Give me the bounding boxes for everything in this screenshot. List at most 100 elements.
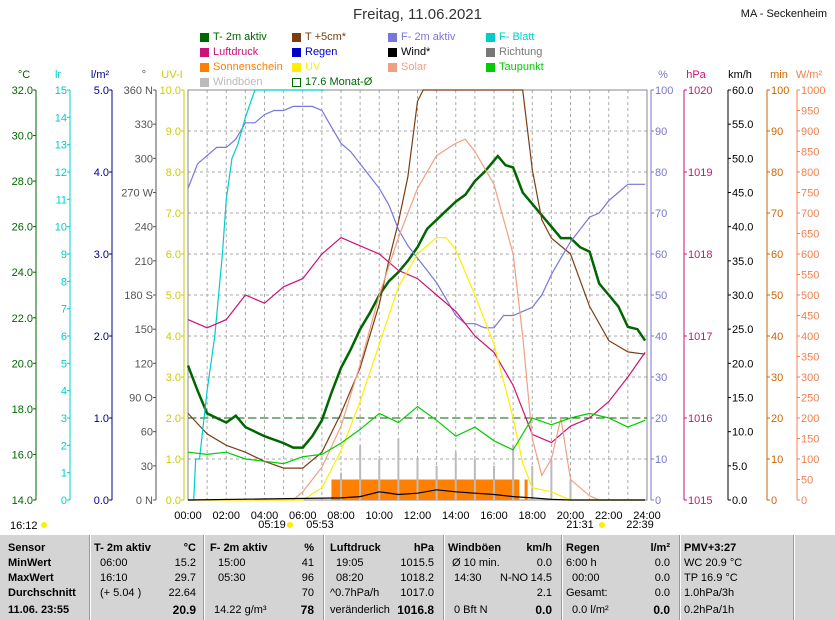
axis-tick-label: 60 [771,249,783,261]
axis-tick-label: 350 [801,352,819,364]
axis-tick-label: 10.0 [732,427,753,439]
sunshine-bar [381,479,384,500]
stats-gusts-current: 0.0 [535,603,552,617]
legend-swatch [486,48,495,57]
sunshine-bar [352,479,355,500]
sunshine-bar [409,479,413,500]
stats-rain-unit: l/m² [650,542,670,554]
stats-gusts-r2-val: 14.5 [530,572,552,584]
sunshine-bar [513,479,516,500]
axis-tick-label: 70 [771,208,783,220]
axis-tick-label: 20.0 [732,358,753,370]
stats-pmv-column: PMV+3:27 WC 20.9 °C TP 16.9 °C 1.0hPa/3h… [682,535,792,620]
legend-label: F- Blatt [499,31,535,43]
stats-max-label: MaxWert [8,572,54,584]
sunshine-bar [425,479,428,500]
axis-tick-label: 90 [771,126,783,138]
sunshine-bar [494,479,497,500]
axis-tick-label: 300 [135,153,153,165]
sunshine-bar [484,479,487,500]
stats-pmv-r2: TP 16.9 °C [684,572,738,584]
axis-unit-label: °C [18,69,30,81]
axis-tick-label: 900 [801,126,819,138]
legend-label: Solar [401,61,427,73]
stats-date: 11.06. 23:55 [8,604,70,616]
stats-f2m-abs: 14.22 g/m³ [214,604,267,616]
series-line-t-2m-aktiv [186,154,647,449]
axis-tick-label: 250 [801,393,819,405]
axis-tick-label: 700 [801,208,819,220]
axis-tick-label: 16.0 [12,449,33,461]
weather-chart: 00:00 02:00 04:00 06:00 08:00 10:00 12:00 14:00… [10,69,825,532]
sunshine-bar [476,479,480,500]
axis-tick-label: 3 [61,413,67,425]
legend-label: T- 2m aktiv [213,31,267,43]
axis-tick-label: 850 [801,147,819,159]
axis-tick-label: 150 [135,324,153,336]
legend-label: 17.6 Monat-Ø [305,76,373,88]
stats-gusts-r4-label: 0 Bft N [454,604,488,616]
sunshine-bar [386,479,390,500]
axis-tick-label: 450 [801,311,819,323]
sun-icon [599,522,605,528]
sunshine-bar [384,479,388,500]
axis-unit-label: hPa [686,69,706,81]
sun-icon [41,522,47,528]
axis-tick-label: 12 [55,167,67,179]
sunshine-bar [448,479,451,500]
axis-tick-label: 800 [801,167,819,179]
sunshine-bar [375,479,378,500]
stats-pmv-r4: 0.2hPa/1h [684,604,735,616]
stats-pressure-min-time: 19:05 [336,557,364,569]
stats-pressure-min-val: 1015.5 [400,557,434,569]
sunshine-bar [427,479,430,500]
axis-unit-label: UV-I [161,69,182,81]
axis-tick-label: 1020 [688,85,712,97]
axis-tick-label: 18.0 [12,404,33,416]
sunshine-bar [421,479,424,500]
axis-tick-label: 2 [61,440,67,452]
series-line-t-5cm- [187,89,646,469]
sunshine-bar [363,479,367,500]
axis-tick-label: 650 [801,229,819,241]
axis-tick-label: 20 [771,413,783,425]
axis-tick-label: 360 N [124,85,153,97]
legend-label: F- 2m aktiv [401,31,456,43]
axis-tick-label: 1.0 [166,454,181,466]
sunshine-bar [516,479,520,500]
x-tick-label: 20:00 [557,510,585,522]
sunshine-bar [337,479,340,500]
legend-swatch [200,78,209,87]
axis-tick-label: 50 [771,290,783,302]
x-tick-label: 16:00 [480,510,508,522]
series-line-uv [188,237,646,501]
axis-tick-label: 15.0 [732,393,753,405]
axis-tick-label: 150 [801,434,819,446]
sunshine-bar [367,479,371,500]
axis-tick-label: 20 [655,413,667,425]
axis-tick-label: 10 [771,454,783,466]
axis-tick-label: 5.0 [732,461,747,473]
axis-tick-label: 9.0 [166,126,181,138]
axis-tick-label: 1016 [688,413,712,425]
axis-tick-label: 14.0 [12,495,33,507]
stats-rain-r2-time: 00:00 [572,572,600,584]
x-tick-label: 22:00 [595,510,623,522]
axis-tick-label: 0 [61,495,67,507]
stats-t2m-max-time: 16:10 [100,572,128,584]
axis-tick-label: 5.0 [166,290,181,302]
station-location: MA - Seckenheim [740,8,827,20]
sunshine-bar [411,479,415,500]
axis-tick-label: 20.0 [12,358,33,370]
legend-swatch [486,33,495,42]
axis-tick-label: 4.0 [94,167,109,179]
x-tick-label: 04:00 [251,510,279,522]
axis-tick-label: 40 [771,331,783,343]
sunshine-bar [419,479,422,500]
sunset-time: 21:31 [566,519,594,531]
stats-t2m-avg-val: 22.64 [168,587,196,599]
stats-f2m-current: 78 [300,603,314,617]
stats-pmv-r1: WC 20.9 °C [684,557,743,569]
axis-tick-label: 55.0 [732,119,753,131]
stats-rain-current: 0.0 [653,603,670,617]
